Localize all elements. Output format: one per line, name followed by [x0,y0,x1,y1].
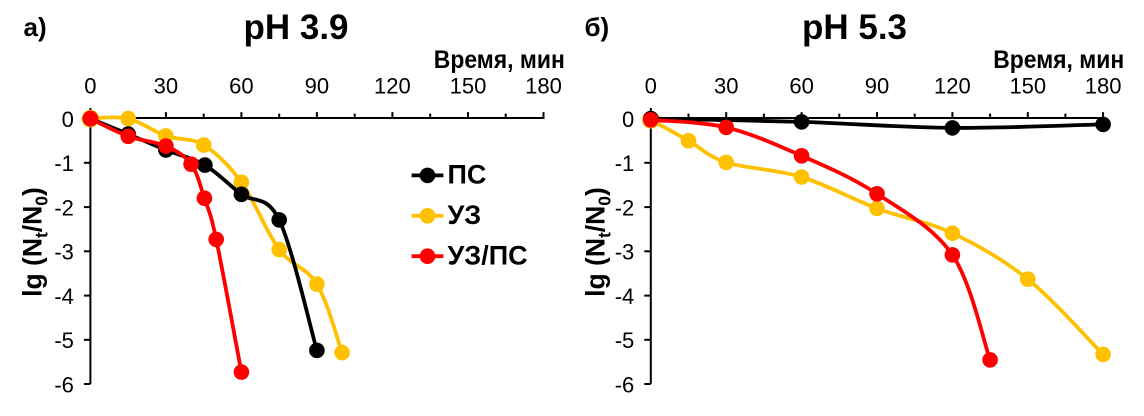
svg-text:30: 30 [714,73,738,98]
svg-text:60: 60 [229,73,253,98]
svg-text:150: 150 [450,73,487,98]
svg-text:180: 180 [525,73,562,98]
svg-text:-6: -6 [615,372,635,397]
svg-text:УЗ: УЗ [448,200,482,230]
svg-text:120: 120 [934,73,971,98]
svg-text:-4: -4 [54,284,74,309]
svg-text:120: 120 [374,73,411,98]
svg-text:pH 3.9: pH 3.9 [243,8,348,47]
svg-text:0: 0 [622,107,634,132]
svg-text:60: 60 [789,73,813,98]
svg-text:ПС: ПС [448,160,487,190]
svg-text:-5: -5 [615,328,635,353]
svg-text:-6: -6 [54,372,74,397]
svg-text:-4: -4 [615,284,635,309]
svg-text:а): а) [24,12,47,42]
svg-text:-5: -5 [54,328,74,353]
svg-text:б): б) [585,12,610,42]
svg-text:0: 0 [84,73,96,98]
svg-text:-3: -3 [615,240,635,265]
svg-text:-1: -1 [615,151,635,176]
svg-text:-3: -3 [54,240,74,265]
svg-text:90: 90 [865,73,889,98]
svg-text:30: 30 [154,73,178,98]
svg-text:0: 0 [645,73,657,98]
svg-text:0: 0 [62,107,74,132]
svg-text:УЗ/ПС: УЗ/ПС [448,240,528,270]
svg-text:90: 90 [305,73,329,98]
svg-text:pH 5.3: pH 5.3 [802,8,907,47]
svg-text:Время, мин: Время, мин [434,46,565,74]
svg-text:-1: -1 [54,151,74,176]
svg-text:180: 180 [1085,73,1122,98]
svg-text:Время, мин: Время, мин [993,46,1124,74]
svg-text:150: 150 [1009,73,1046,98]
svg-text:-2: -2 [615,195,635,220]
svg-text:-2: -2 [54,195,74,220]
